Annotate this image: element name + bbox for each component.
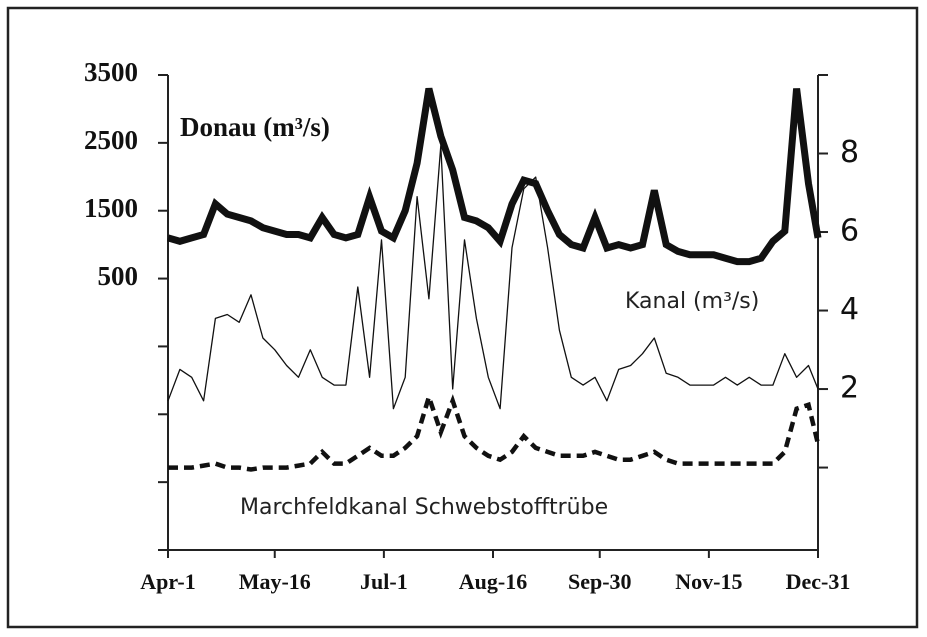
series-label: Donau (m³/s) xyxy=(180,112,330,142)
y-tick-label: 3500 xyxy=(84,57,138,87)
series-label: Kanal (m³/s) xyxy=(625,289,759,314)
series-line xyxy=(167,87,822,266)
y2-tick-label: 4 xyxy=(840,292,859,327)
x-tick-label: May-16 xyxy=(239,569,311,594)
y2-tick-label: 6 xyxy=(840,214,859,249)
x-tick-label: Apr-1 xyxy=(140,569,195,594)
frame xyxy=(6,6,919,629)
x-tick-label: Jul-1 xyxy=(360,569,408,594)
series-line xyxy=(167,145,819,410)
y2-tick-label: 2 xyxy=(840,371,859,406)
x-tick-label: Sep-30 xyxy=(568,569,632,594)
x-tick-label: Aug-16 xyxy=(459,569,527,594)
y-tick-label: 500 xyxy=(98,261,139,291)
y2-tick-label: 8 xyxy=(840,135,859,170)
x-tick-label: Nov-15 xyxy=(675,569,742,594)
y-tick-label: 1500 xyxy=(84,193,138,223)
y-tick-label: 2500 xyxy=(84,125,138,155)
series-label: Marchfeldkanal Schwebstofftrübe xyxy=(240,495,608,520)
x-tick-label: Dec-31 xyxy=(786,569,851,594)
